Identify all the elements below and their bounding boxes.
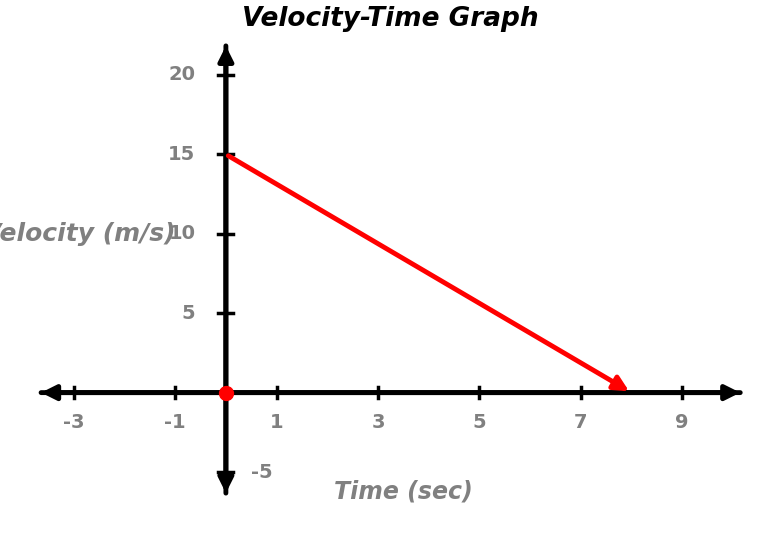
- Text: 9: 9: [676, 413, 689, 432]
- Text: 3: 3: [372, 413, 385, 432]
- Text: -5: -5: [251, 462, 273, 481]
- Text: -1: -1: [165, 413, 186, 432]
- Text: 5: 5: [473, 413, 486, 432]
- Text: 7: 7: [574, 413, 588, 432]
- Text: Time (sec): Time (sec): [334, 480, 473, 504]
- Text: 5: 5: [182, 303, 195, 323]
- Text: Velocity (m/s): Velocity (m/s): [0, 222, 175, 246]
- Text: 15: 15: [169, 145, 195, 164]
- Text: 1: 1: [270, 413, 283, 432]
- Text: 20: 20: [169, 65, 195, 85]
- Title: Velocity-Time Graph: Velocity-Time Graph: [242, 6, 539, 32]
- Text: -3: -3: [63, 413, 84, 432]
- Point: [220, 388, 232, 397]
- Text: 10: 10: [169, 224, 195, 243]
